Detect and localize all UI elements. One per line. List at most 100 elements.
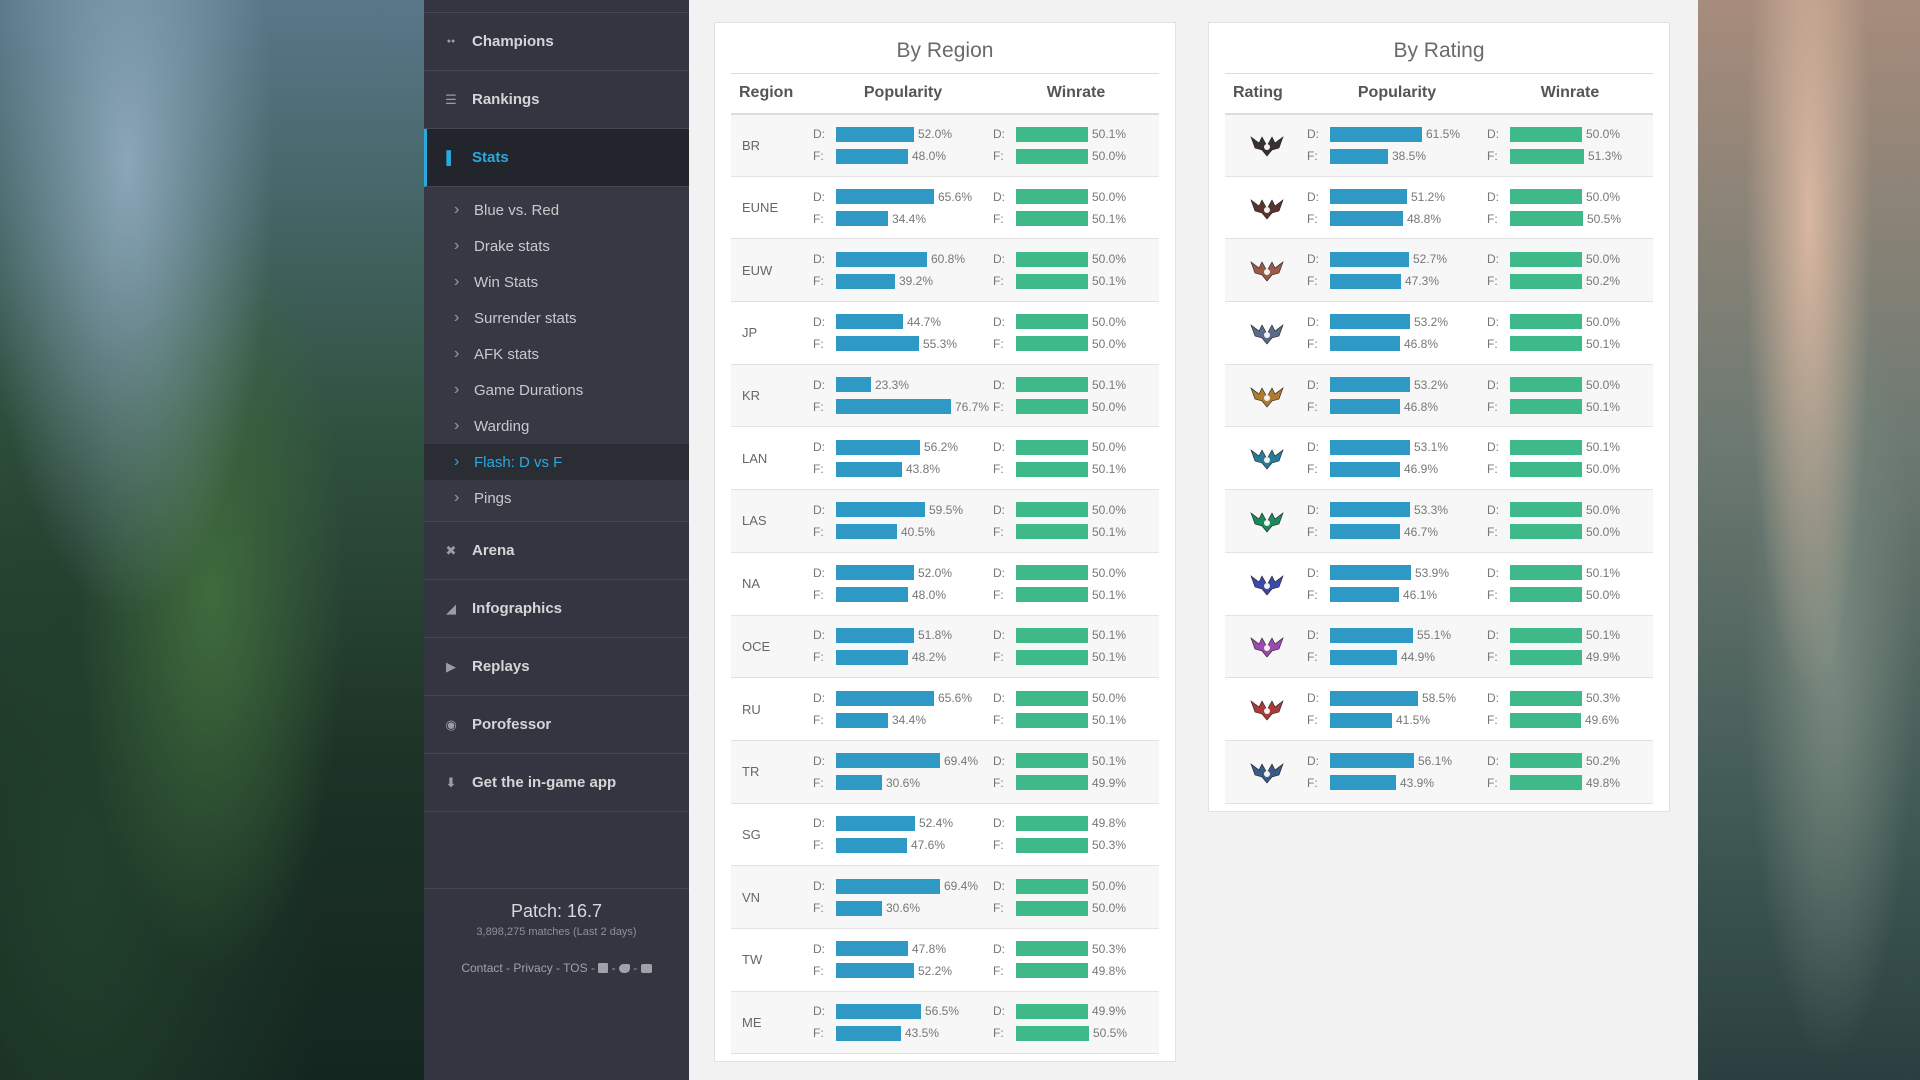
bar-letter: D: — [1307, 691, 1319, 706]
sidebar-item-arena[interactable]: ✖ Arena — [424, 522, 689, 580]
subnav-item-win-stats[interactable]: › Win Stats — [424, 264, 689, 300]
sidebar-item-porofessor[interactable]: ◉ Porofessor — [424, 696, 689, 754]
discord-icon[interactable] — [640, 964, 652, 973]
bar-line: F: 43.5% — [813, 1022, 993, 1044]
bar-letter: F: — [1487, 149, 1498, 164]
sidebar-item-champions[interactable]: ●● Champions — [424, 13, 689, 71]
bar-line: F: 46.9% — [1307, 458, 1487, 480]
region-name: EUNE — [731, 176, 813, 240]
tos-link[interactable]: TOS — [563, 961, 588, 975]
subnav-item-warding[interactable]: › Warding — [424, 408, 689, 444]
subnav-item-afk-stats[interactable]: › AFK stats — [424, 336, 689, 372]
bar-letter: D: — [1307, 377, 1319, 392]
bar-line: D: 50.1% — [993, 750, 1159, 772]
bar-line: D: 60.8% — [813, 248, 993, 270]
bar-letter: D: — [813, 127, 825, 142]
winrate-bar — [1510, 649, 1582, 665]
bronze-rank-icon — [1250, 198, 1284, 219]
bar-line: F: 30.6% — [813, 772, 993, 794]
bar-line: D: 50.0% — [993, 436, 1159, 458]
bar-line: F: 49.9% — [993, 772, 1159, 794]
winrate-bar — [1016, 900, 1088, 916]
winrate-cell: D: 50.0% F: 50.1% — [993, 176, 1159, 240]
popularity-cell: D: 51.2% F: 48.8% — [1307, 176, 1487, 240]
bar-letter: F: — [813, 587, 824, 602]
table-row: EUNE D: 65.6% F: 34.4% D: 50.0% F: 50.1% — [731, 176, 1159, 240]
subnav-item-pings[interactable]: › Pings — [424, 480, 689, 516]
subnav-item-drake-stats[interactable]: › Drake stats — [424, 228, 689, 264]
winrate-bar — [1510, 587, 1582, 603]
subnav-item-blue-vs-red[interactable]: › Blue vs. Red — [424, 192, 689, 228]
region-name: EUW — [731, 238, 813, 303]
bar-letter: F: — [813, 336, 824, 351]
bar-line: D: 61.5% — [1307, 123, 1487, 145]
bar-letter: F: — [993, 587, 1004, 602]
popularity-bar — [836, 377, 871, 393]
twitter-icon[interactable] — [618, 964, 630, 973]
rating-cell — [1225, 552, 1307, 616]
region-name: LAN — [731, 426, 813, 491]
bar-letter: F: — [993, 336, 1004, 351]
table-row: D: 55.1% F: 44.9% D: 50.1% F: 49.9% — [1225, 615, 1653, 679]
subnav-item-flash-d-vs-f[interactable]: › Flash: D vs F — [424, 444, 689, 480]
bar-letter: D: — [813, 879, 825, 894]
bar-line: D: 65.6% — [813, 186, 993, 208]
bar-value: 50.5% — [1587, 211, 1622, 226]
winrate-cell: D: 49.9% F: 50.5% — [993, 991, 1159, 1055]
bar-letter: D: — [1487, 753, 1499, 768]
bar-line: F: 46.8% — [1307, 333, 1487, 355]
region-name: SG — [731, 803, 813, 867]
subnav-item-surrender-stats[interactable]: › Surrender stats — [424, 300, 689, 336]
rating-cell — [1225, 489, 1307, 553]
region-name: ME — [731, 991, 813, 1055]
bar-value: 50.2% — [1586, 274, 1621, 289]
bar-letter: D: — [813, 565, 825, 580]
bar-value: 34.4% — [892, 713, 927, 728]
winrate-bar — [1016, 148, 1088, 164]
winrate-bar — [1016, 565, 1088, 581]
popularity-cell: D: 56.5% F: 43.5% — [813, 991, 993, 1055]
popularity-cell: D: 56.2% F: 43.8% — [813, 426, 993, 491]
winrate-bar — [1016, 627, 1088, 643]
rating-cell — [1225, 677, 1307, 741]
bar-value: 51.8% — [918, 628, 953, 643]
bar-value: 55.3% — [923, 336, 958, 351]
popularity-bar — [836, 690, 934, 706]
play-icon: ▶ — [446, 658, 456, 674]
popularity-bar — [1330, 649, 1397, 665]
bar-value: 50.3% — [1586, 691, 1621, 706]
privacy-link[interactable]: Privacy — [513, 961, 553, 975]
bar-value: 52.0% — [918, 127, 953, 142]
winrate-cell: D: 50.1% F: 50.1% — [993, 615, 1159, 679]
sidebar-item-rankings[interactable]: ☰ Rankings — [424, 71, 689, 129]
rating-table: Rating Popularity Winrate D: 61.5% F: 38.5%… — [1225, 73, 1653, 804]
bar-line: D: 50.0% — [993, 687, 1159, 709]
bar-line: D: 23.3% — [813, 374, 993, 396]
contact-link[interactable]: Contact — [461, 961, 503, 975]
bar-value: 47.6% — [911, 838, 946, 853]
facebook-icon[interactable] — [598, 963, 609, 973]
winrate-bar — [1510, 753, 1582, 769]
bar-line: D: 52.0% — [813, 562, 993, 584]
sidebar-item-replays[interactable]: ▶ Replays — [424, 638, 689, 696]
bar-line: D: 44.7% — [813, 311, 993, 333]
popularity-cell: D: 61.5% F: 38.5% — [1307, 113, 1487, 177]
sidebar-item-stats[interactable]: ▌ Stats — [424, 129, 689, 187]
bar-line: D: 52.7% — [1307, 248, 1487, 270]
bar-line: D: 50.0% — [993, 311, 1159, 333]
bar-letter: D: — [813, 377, 825, 392]
subnav-item-game-durations[interactable]: › Game Durations — [424, 372, 689, 408]
sidebar-item-get-the-in-game-app[interactable]: ⬇ Get the in-game app — [424, 754, 689, 812]
bar-value: 48.0% — [912, 587, 947, 602]
bar-line: D: 50.0% — [1487, 374, 1653, 396]
winrate-bar — [1016, 941, 1088, 957]
bar-line: D: 50.0% — [993, 875, 1159, 897]
bar-value: 50.1% — [1586, 440, 1621, 455]
region-name: TW — [731, 928, 813, 992]
sidebar-item-infographics[interactable]: ◢ Infographics — [424, 580, 689, 638]
gold-rank-icon — [1250, 324, 1284, 345]
bar-line: F: 50.0% — [993, 897, 1159, 919]
bar-letter: F: — [813, 775, 824, 790]
by-region-panel: By Region Region Popularity Winrate BR D:… — [714, 22, 1176, 1062]
bar-line: F: 48.8% — [1307, 208, 1487, 230]
